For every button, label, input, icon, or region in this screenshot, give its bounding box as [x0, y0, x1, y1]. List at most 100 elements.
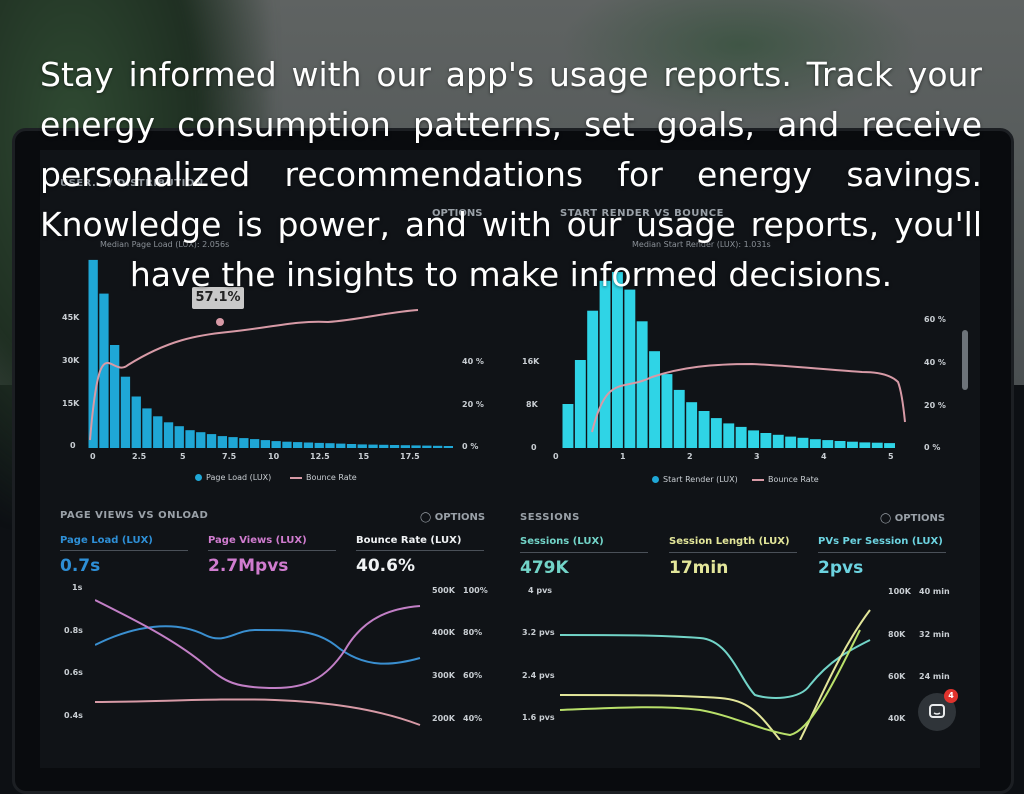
histogram-bar — [772, 434, 784, 448]
foliage-blur — [560, 0, 920, 120]
legend-bounce-rate: Bounce Rate — [752, 475, 819, 484]
dashboard-screen — [40, 150, 980, 768]
histogram-bar — [368, 444, 378, 448]
y-tick: 0.4s — [64, 711, 83, 720]
histogram-bar — [735, 426, 747, 448]
histogram-bar — [710, 418, 722, 448]
x-tick: 12.5 — [310, 452, 330, 461]
histogram-bar — [859, 442, 871, 448]
histogram-bar — [206, 434, 217, 448]
divider — [356, 550, 484, 551]
options-button[interactable]: ◯ OPTIONS — [420, 512, 486, 523]
metric-label: Page Views (LUX) — [208, 535, 307, 546]
histogram-bar — [562, 404, 574, 448]
histogram-bar — [400, 445, 410, 448]
x-tick: 2.5 — [132, 452, 147, 461]
histogram-bar — [422, 445, 432, 448]
histogram-bar — [723, 423, 735, 448]
histogram-bar — [698, 411, 710, 448]
bounce-rate-line — [591, 362, 906, 433]
x-tick: 7.5 — [222, 452, 237, 461]
histogram-bar — [228, 437, 238, 448]
histogram-bar — [336, 443, 346, 448]
bounce-rate-line — [95, 698, 421, 726]
histogram-bar — [389, 445, 400, 448]
x-tick: 2 — [687, 452, 693, 461]
legend-label: Bounce Rate — [768, 475, 819, 484]
legend-label: Start Render (LUX) — [663, 475, 738, 484]
histogram-bar — [260, 440, 270, 448]
histogram-bar — [748, 430, 759, 448]
metric-label: Page Load (LUX) — [60, 535, 153, 546]
histogram-bar — [379, 444, 389, 448]
y-tick: 300K — [432, 671, 455, 680]
y-tick-right: 20 % — [924, 401, 946, 410]
histogram-bar — [131, 396, 141, 448]
y-tick: 40% — [463, 714, 483, 723]
histogram-bar — [433, 445, 443, 448]
histogram-bar — [624, 289, 636, 448]
panel-title: PAGE VIEWS VS ONLOAD — [60, 510, 209, 521]
histogram-bar — [785, 436, 797, 448]
page-load-histogram — [88, 259, 453, 448]
histogram-bar — [686, 402, 698, 448]
metric-value: 17min — [669, 558, 729, 578]
notification-badge: 4 — [944, 689, 958, 703]
histogram-bar — [271, 441, 281, 448]
y-tick: 60K — [888, 672, 906, 681]
options-label: OPTIONS — [434, 512, 486, 523]
legend-label: Page Load (LUX) — [206, 473, 272, 482]
panel-title: USER... / DISTRIBUTION — [60, 178, 204, 189]
metric-label: Bounce Rate (LUX) — [356, 535, 462, 546]
legend-dot — [195, 474, 202, 481]
y-tick: 500K — [432, 586, 455, 595]
divider — [60, 550, 188, 551]
histogram-bar — [174, 426, 184, 448]
options-button[interactable]: OPTIONS — [432, 208, 483, 219]
histogram-bar — [163, 422, 174, 448]
histogram-bar — [822, 440, 834, 448]
page-views-chart — [95, 599, 421, 726]
y-tick: 100K — [888, 587, 911, 596]
y-tick: 32 min — [919, 630, 950, 639]
legend-line — [290, 476, 302, 479]
x-tick: 10 — [268, 452, 280, 461]
y-tick-right: 40 % — [462, 357, 484, 366]
y-tick: 4 pvs — [528, 586, 553, 595]
y-tick: 80K — [888, 630, 906, 639]
chat-icon — [929, 704, 945, 718]
legend-dot — [652, 476, 659, 483]
histogram-bar — [346, 444, 357, 448]
y-tick: 0.6s — [64, 668, 83, 677]
histogram-bar — [587, 310, 599, 448]
histogram-bar — [88, 259, 98, 448]
y-tick: 60% — [463, 671, 483, 680]
y-tick: 0 — [531, 443, 537, 452]
histogram-bar — [649, 351, 660, 448]
y-tick: 15K — [62, 399, 80, 408]
y-tick: 3.2 pvs — [522, 628, 555, 637]
histogram-bar — [809, 439, 821, 448]
y-tick-right: 60 % — [924, 315, 946, 324]
y-tick: 1.6 pvs — [522, 713, 555, 722]
x-tick: 3 — [754, 452, 760, 461]
x-tick: 1 — [620, 452, 626, 461]
histogram-bar — [217, 436, 227, 448]
histogram-bar — [599, 280, 611, 448]
histogram-bar — [153, 416, 163, 448]
histogram-bar — [239, 438, 249, 448]
histogram-bar — [99, 293, 109, 448]
y-tick: 8K — [526, 400, 538, 409]
scrollbar-thumb[interactable] — [962, 330, 968, 390]
histogram-bar — [673, 389, 685, 448]
y-tick: 16K — [522, 357, 540, 366]
divider — [818, 552, 946, 553]
histogram-bar — [325, 443, 335, 448]
panel-title: SESSIONS — [520, 512, 580, 523]
histogram-bar — [314, 442, 324, 448]
sessions-line — [560, 634, 871, 699]
histogram-bar — [357, 444, 367, 448]
legend-bounce-rate: Bounce Rate — [290, 473, 357, 482]
options-button[interactable]: ◯ OPTIONS — [880, 513, 946, 524]
y-tick: 0.8s — [64, 626, 83, 635]
